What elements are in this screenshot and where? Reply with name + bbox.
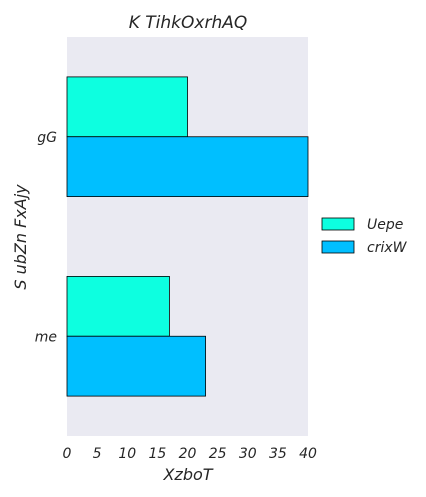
x-axis-label: XzboT <box>162 465 213 484</box>
x-tick-label: 40 <box>299 446 317 462</box>
x-tick-label: 5 <box>93 446 102 462</box>
legend: Uepe crixW <box>322 217 408 256</box>
legend-label: Uepe <box>367 217 403 233</box>
bar-me-Uepe <box>67 276 169 336</box>
legend-swatch <box>322 218 354 230</box>
x-tick-label: 15 <box>148 446 166 462</box>
y-tick-label: gG <box>37 130 57 146</box>
x-tick-label: 10 <box>118 446 136 462</box>
bar-gG-crixW <box>67 137 308 197</box>
x-tick-label: 25 <box>209 446 227 462</box>
bar-gG-Uepe <box>67 77 188 137</box>
legend-swatch <box>322 241 354 253</box>
x-tick-label: 30 <box>239 446 257 462</box>
x-tick-label: 20 <box>179 446 197 462</box>
bar-me-crixW <box>67 336 206 396</box>
y-tick-label: me <box>35 329 57 345</box>
chart-title: K TihkOxrhAQ <box>129 13 248 33</box>
y-axis-label: S ubZn FxAjy <box>11 184 30 290</box>
y-tick-labels: gG me <box>35 130 57 346</box>
x-tick-labels: 0 5 10 15 20 25 30 35 40 <box>63 446 317 462</box>
x-tick-label: 0 <box>63 446 72 462</box>
legend-label: crixW <box>367 240 408 256</box>
x-tick-label: 35 <box>269 446 287 462</box>
